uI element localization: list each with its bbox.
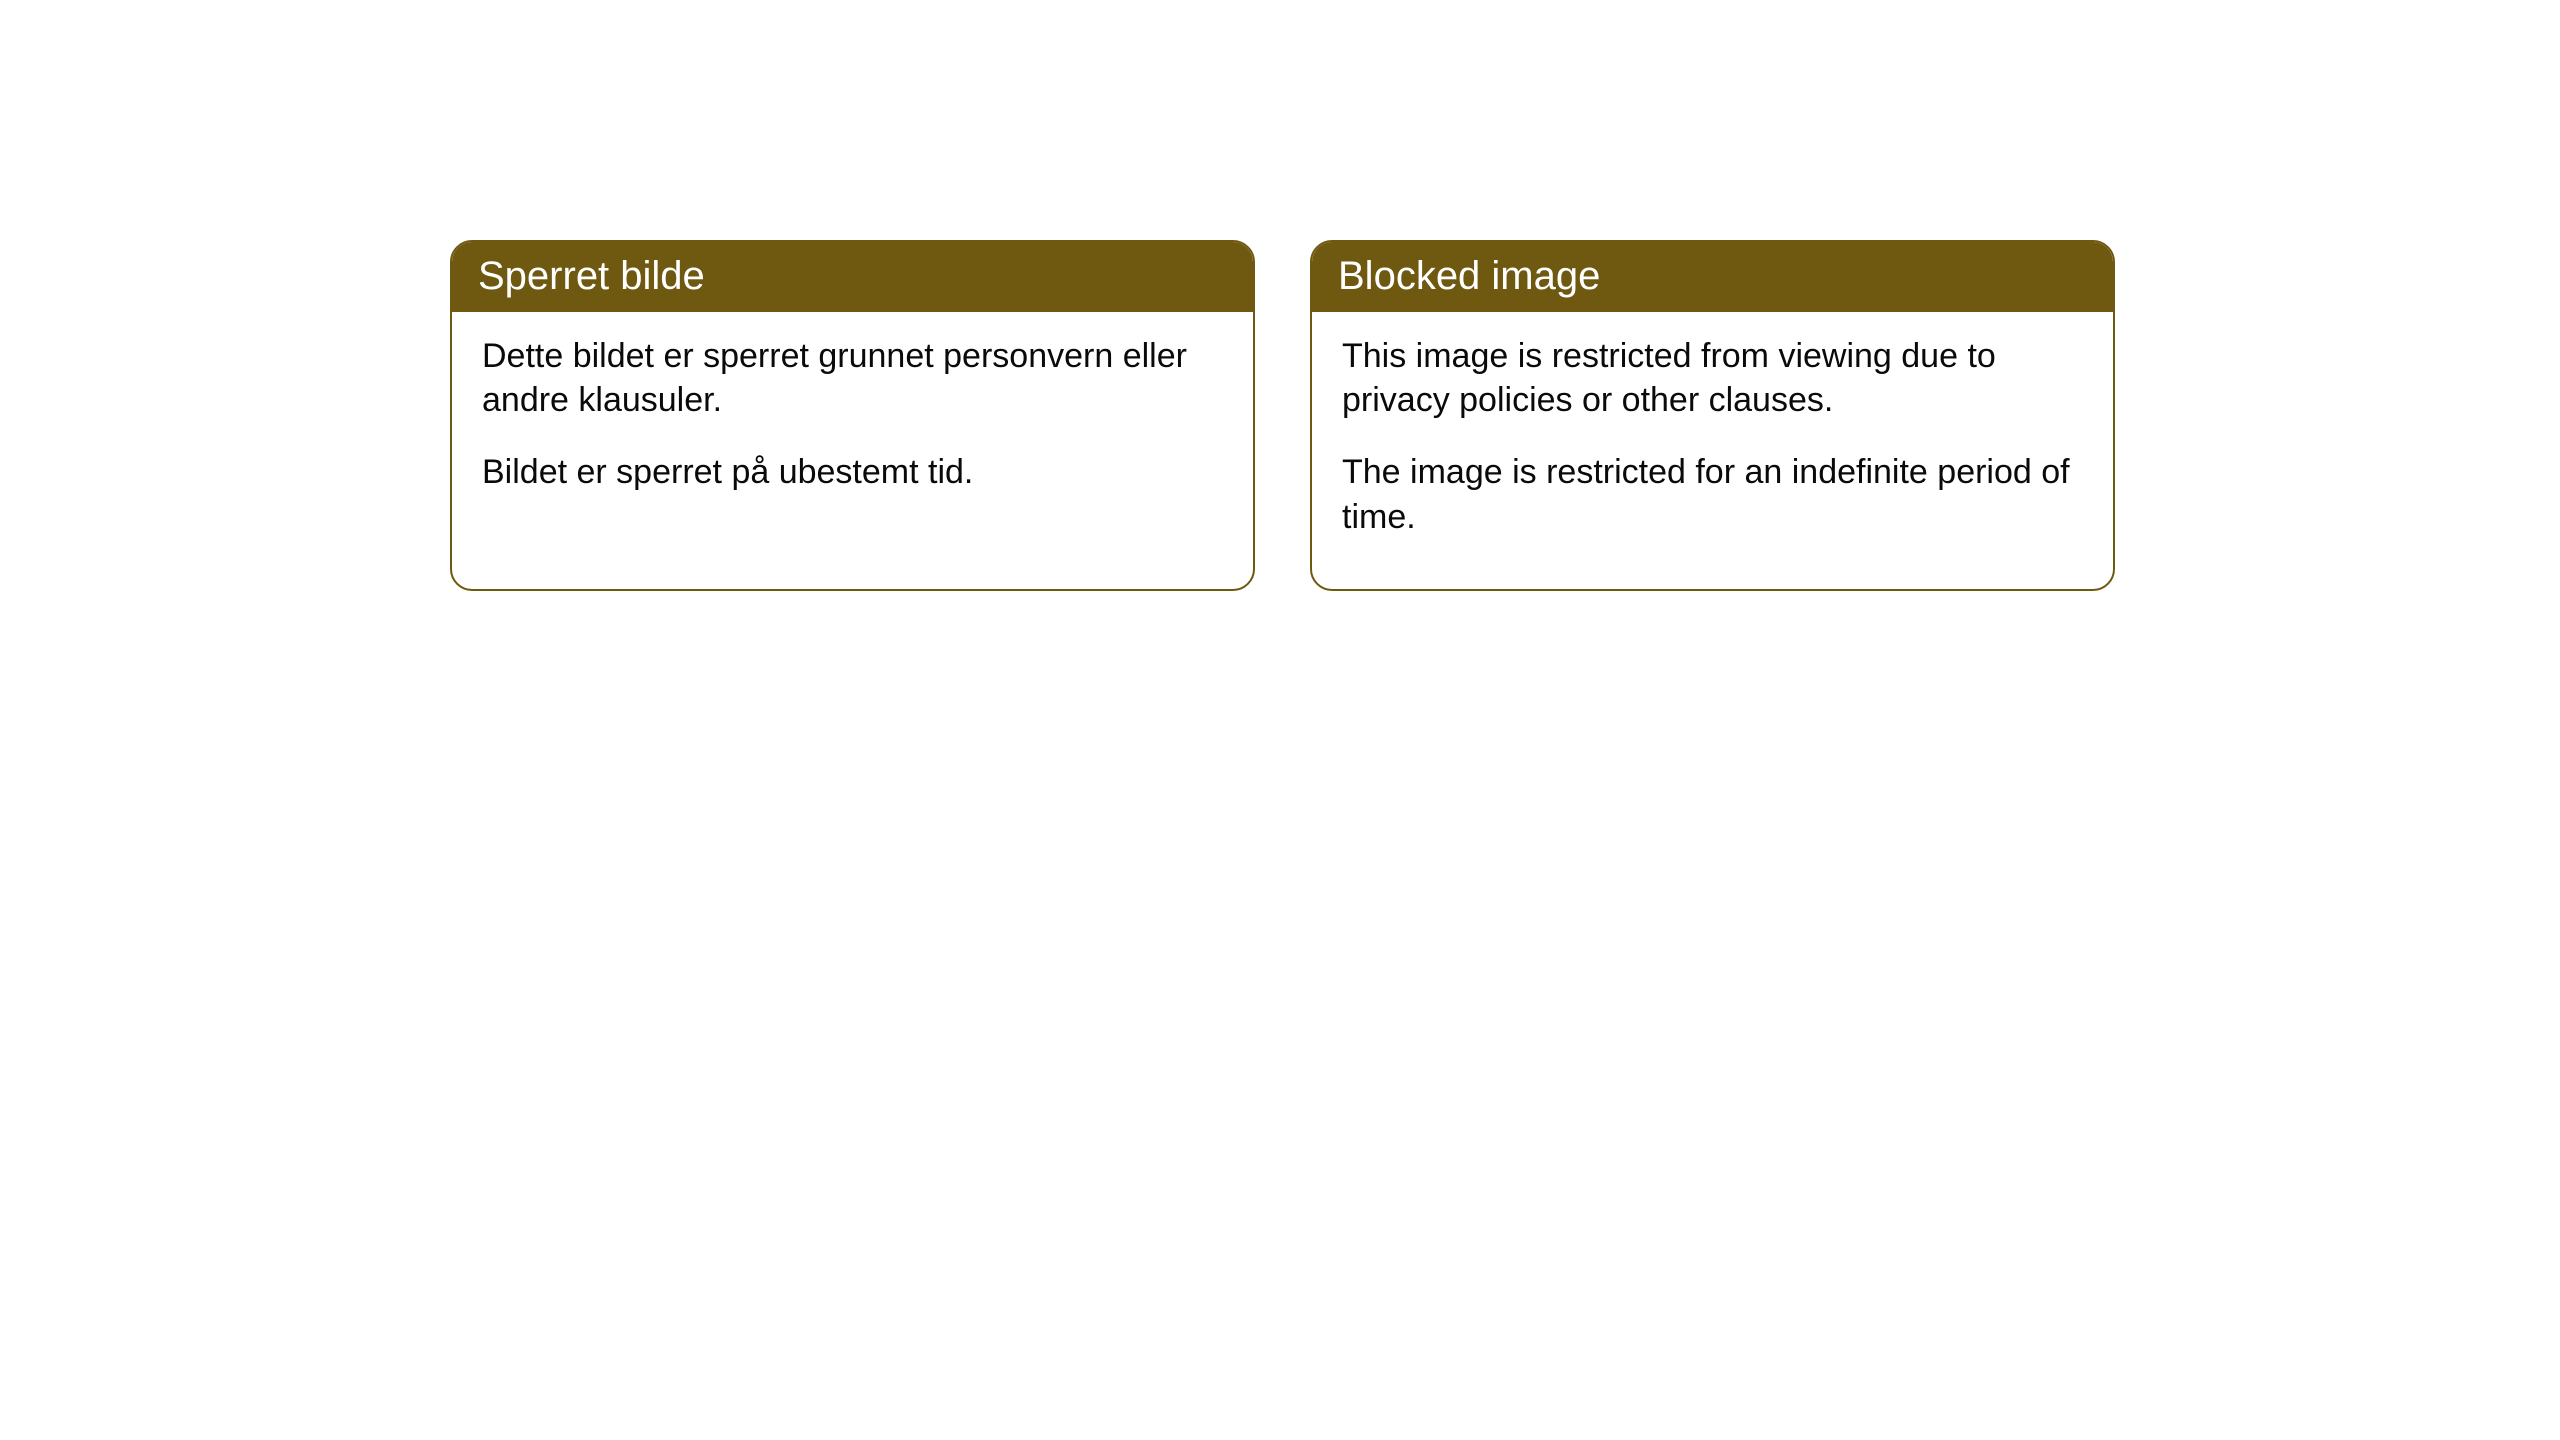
card-body: This image is restricted from viewing du…: [1312, 312, 2113, 589]
notice-cards-container: Sperret bilde Dette bildet er sperret gr…: [450, 240, 2115, 591]
card-header: Blocked image: [1312, 242, 2113, 312]
card-title: Blocked image: [1338, 254, 1600, 298]
card-header: Sperret bilde: [452, 242, 1253, 312]
card-paragraph: The image is restricted for an indefinit…: [1342, 450, 2083, 538]
card-paragraph: Dette bildet er sperret grunnet personve…: [482, 334, 1223, 422]
card-paragraph: Bildet er sperret på ubestemt tid.: [482, 450, 1223, 494]
card-paragraph: This image is restricted from viewing du…: [1342, 334, 2083, 422]
card-body: Dette bildet er sperret grunnet personve…: [452, 312, 1253, 545]
notice-card-norwegian: Sperret bilde Dette bildet er sperret gr…: [450, 240, 1255, 591]
notice-card-english: Blocked image This image is restricted f…: [1310, 240, 2115, 591]
card-title: Sperret bilde: [478, 254, 705, 298]
